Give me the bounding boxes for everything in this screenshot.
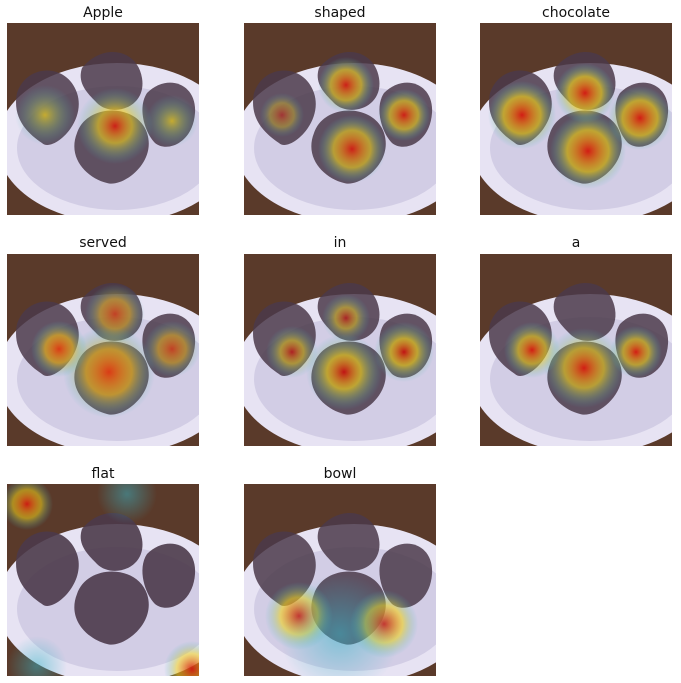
heatmap-image	[244, 254, 436, 446]
heatmap-image	[480, 254, 672, 446]
panel-label-bowl: bowl	[323, 466, 357, 482]
panel-label-flat: flat	[91, 466, 115, 482]
heatmap-panel-shaped	[244, 23, 436, 215]
panel-label-served: served	[79, 235, 127, 251]
heatmap-panel-chocolate	[480, 23, 672, 215]
panel-label-a: a	[571, 235, 581, 251]
heatmap-panel-apple	[7, 23, 199, 215]
heatmap-image	[244, 23, 436, 215]
heatmap-image	[7, 484, 199, 676]
heatmap-panel-a	[480, 254, 672, 446]
panel-label-shaped: shaped	[314, 5, 366, 21]
heatmap-panel-in	[244, 254, 436, 446]
panel-label-in: in	[333, 235, 347, 251]
panel-label-apple: Apple	[83, 5, 123, 21]
heatmap-panel-served	[7, 254, 199, 446]
heatmap-image	[480, 23, 672, 215]
heatmap-panel-flat	[7, 484, 199, 676]
panel-label-chocolate: chocolate	[542, 5, 610, 21]
heatmap-panel-bowl	[244, 484, 436, 676]
heatmap-image	[7, 254, 199, 446]
heatmap-image	[7, 23, 199, 215]
heatmap-image	[244, 484, 436, 676]
